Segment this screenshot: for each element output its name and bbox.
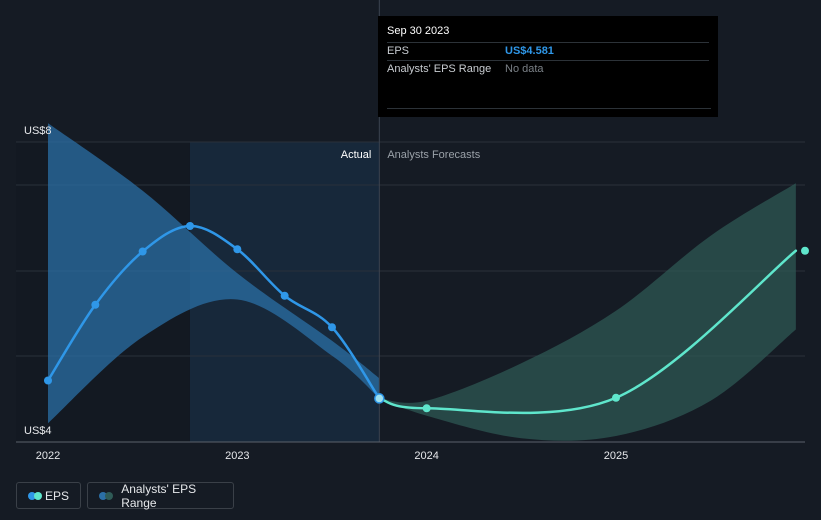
legend-range-button[interactable]: Analysts' EPS Range: [87, 481, 234, 510]
eps-chart: US$8 US$4 2022 2023 2024 2025 Actual Analysts F…: [16, 0, 809, 462]
legend-eps-button[interactable]: EPS: [16, 482, 81, 509]
eps-point-forecast: [422, 404, 431, 413]
eps-point-actual: [138, 247, 147, 256]
x-tick-label: 2024: [414, 450, 438, 462]
x-tick-label: 2025: [604, 450, 628, 462]
eps-point-actual: [185, 222, 194, 230]
tooltip-date: Sep 30 2023: [387, 25, 450, 37]
x-tick-label: 2023: [225, 450, 249, 462]
eps-point-forecast: [801, 246, 809, 255]
x-tick-label: 2022: [36, 450, 60, 462]
tooltip-divider: [387, 108, 711, 109]
eps-point-forecast: [611, 393, 620, 402]
range-band-actual: [48, 123, 380, 424]
tooltip-range-value: No data: [505, 63, 544, 75]
tooltip-row-range: Analysts' EPS Range No data: [387, 60, 709, 78]
range-band-forecast: [379, 183, 796, 441]
y-tick-label: US$8: [24, 125, 52, 137]
range-legend-icon: [99, 491, 113, 500]
eps-legend-icon: [28, 491, 42, 500]
tooltip-row-eps: EPS US$4.581: [387, 42, 709, 60]
legend-eps-label: EPS: [44, 488, 69, 503]
eps-point-actual: [233, 245, 242, 254]
tooltip: Sep 30 2023 EPS US$4.581 Analysts' EPS R…: [378, 16, 718, 117]
eps-line-forecast: [378, 249, 798, 415]
legend-range-label: Analysts' EPS Range: [121, 481, 197, 510]
eps-point-actual: [280, 291, 289, 300]
tooltip-eps-value: US$4.581: [505, 45, 554, 57]
y-tick-label: US$4: [24, 425, 52, 437]
eps-point-highlighted: [374, 393, 385, 404]
eps-point-actual: [327, 323, 336, 332]
eps-point-actual: [44, 376, 52, 385]
tooltip-eps-label: EPS: [387, 45, 410, 57]
eps-point-actual: [91, 300, 100, 309]
actual-label: Actual: [341, 149, 372, 161]
forecast-label: Analysts Forecasts: [387, 149, 480, 161]
tooltip-range-label: Analysts' EPS Range: [387, 63, 492, 75]
